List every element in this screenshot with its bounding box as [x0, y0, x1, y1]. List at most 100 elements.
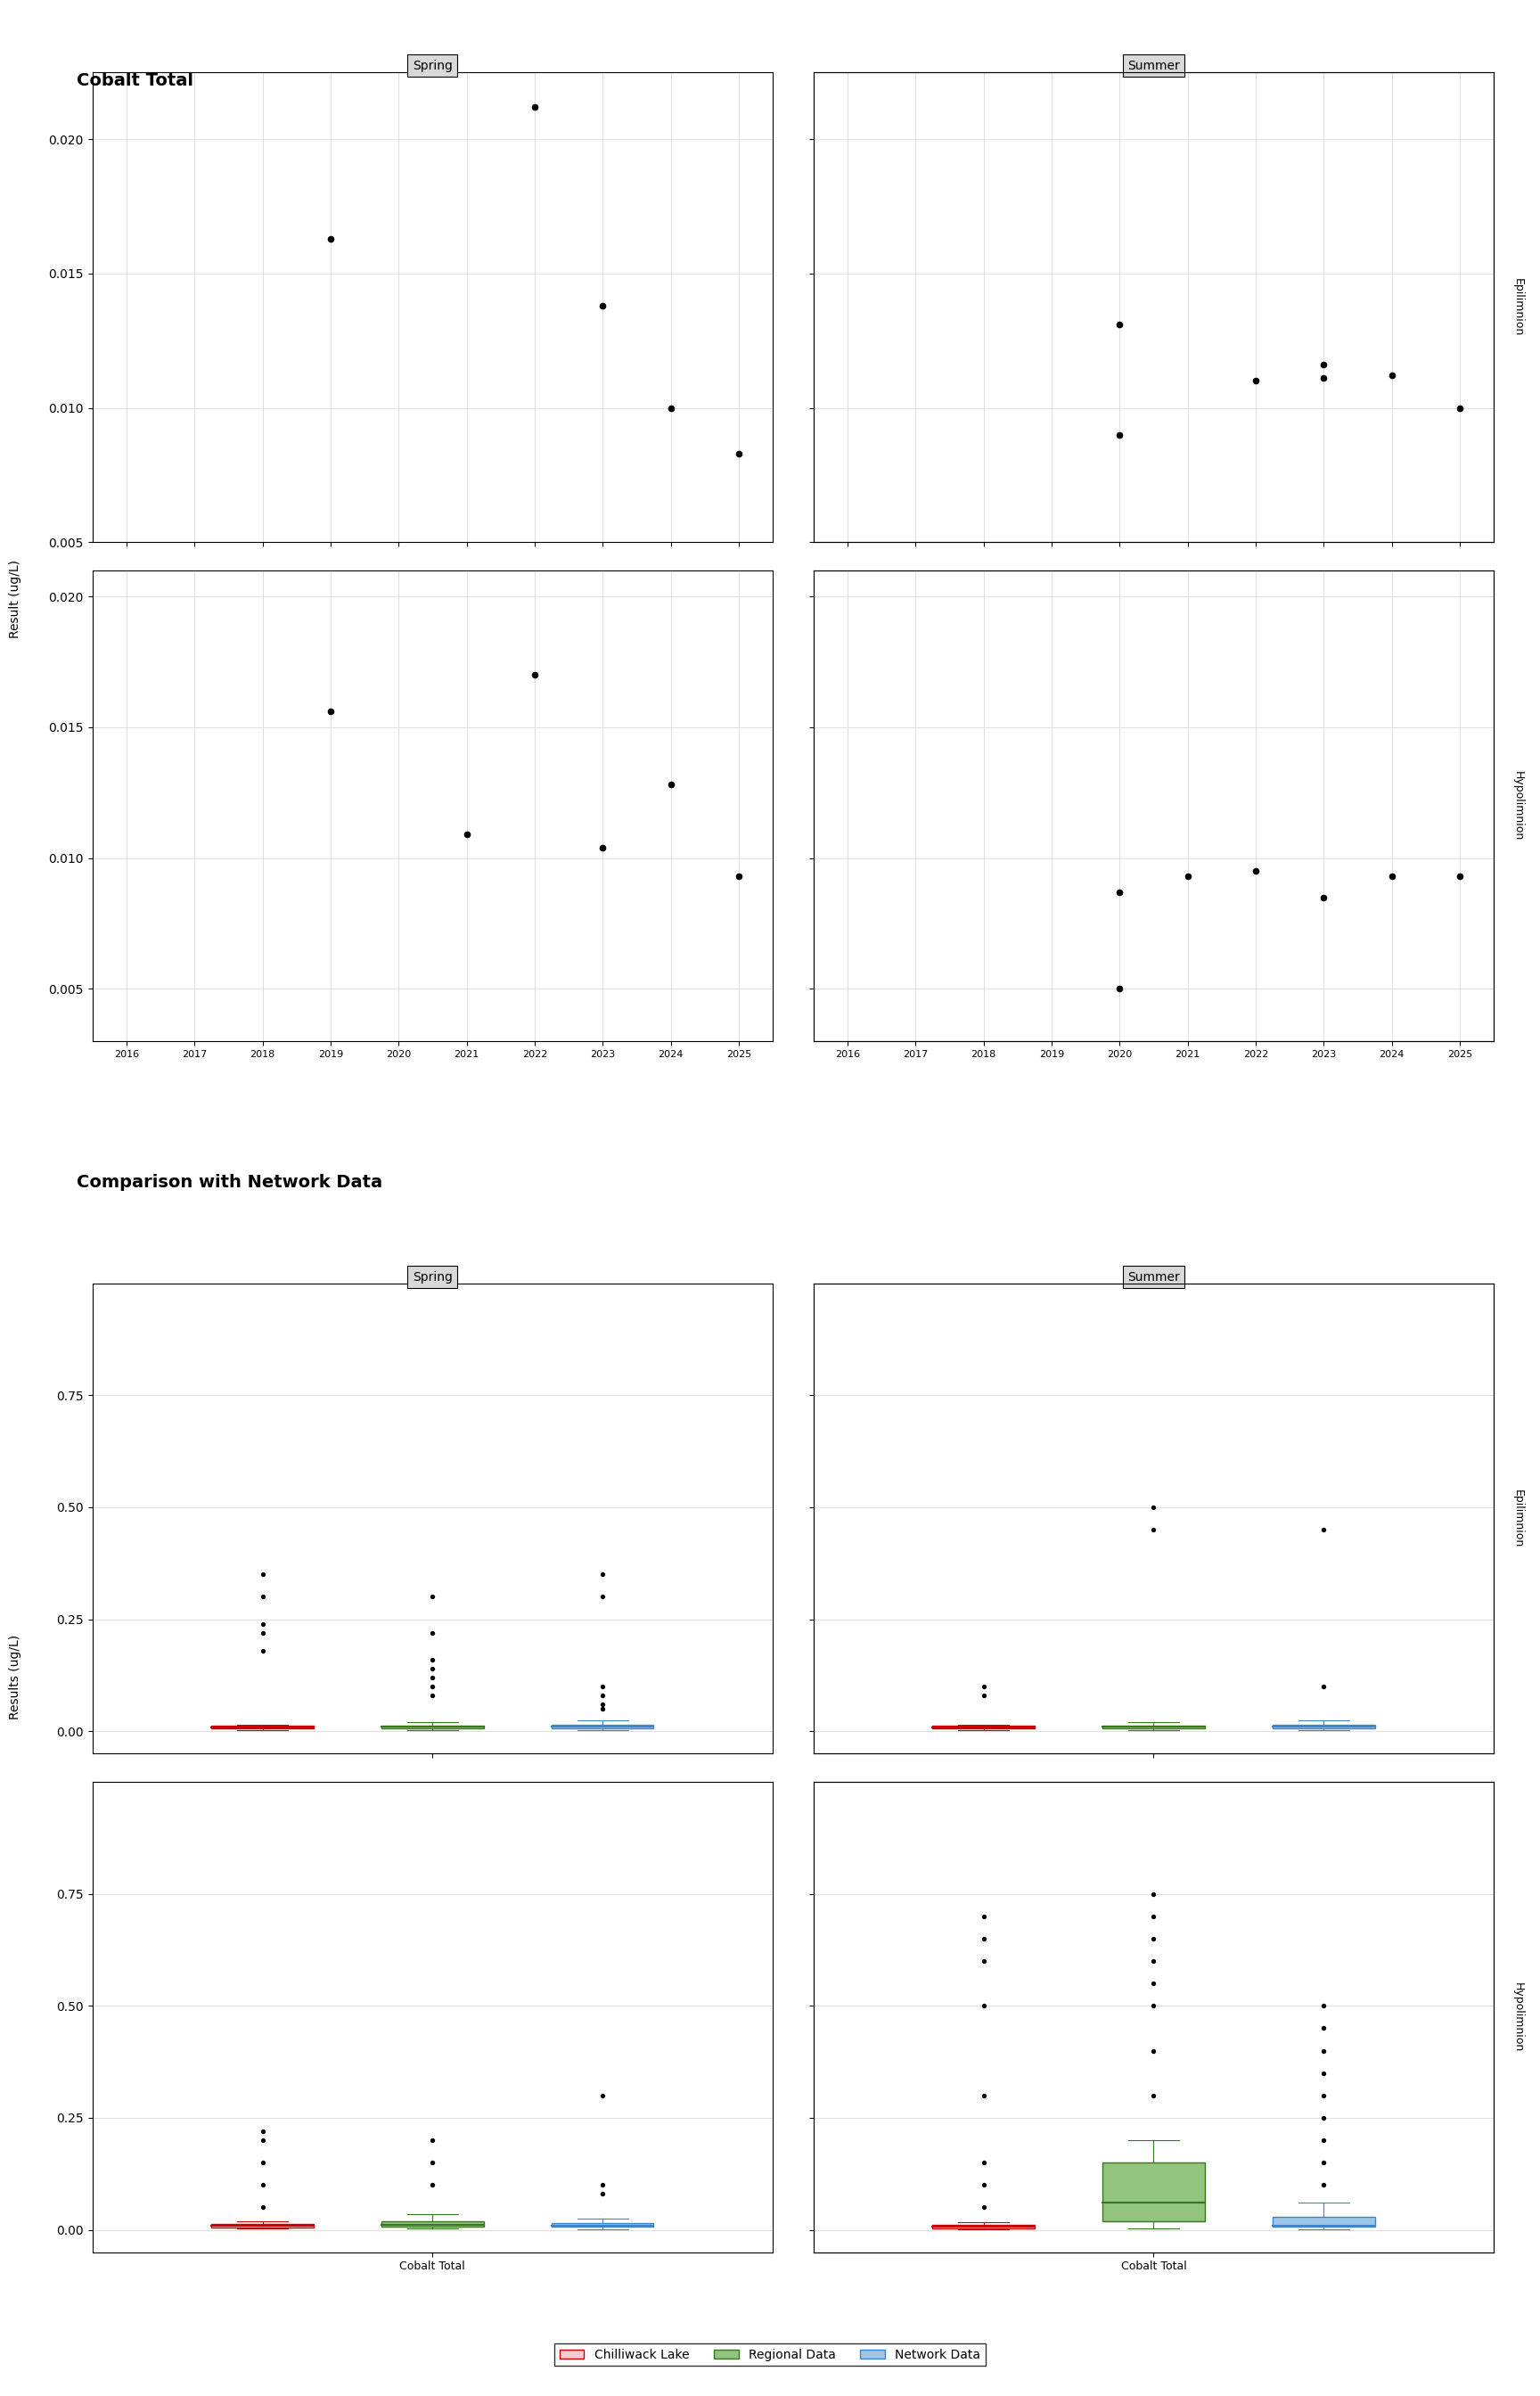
Point	[1448, 858, 1472, 896]
Text: Results (ug/L): Results (ug/L)	[9, 1634, 22, 1720]
Point	[1312, 2053, 1337, 2092]
Point	[319, 220, 343, 259]
Point	[522, 657, 547, 695]
Point	[590, 1677, 614, 1716]
Text: Cobalt Total: Cobalt Total	[77, 72, 194, 89]
Point	[454, 815, 479, 853]
Y-axis label: Epilimnion: Epilimnion	[1512, 1490, 1525, 1548]
Point	[420, 2120, 445, 2159]
Point	[1107, 970, 1132, 1009]
Point	[972, 1898, 996, 1936]
Point	[1141, 2077, 1166, 2116]
FancyBboxPatch shape	[382, 1725, 484, 1728]
Point	[1312, 345, 1337, 383]
Point	[1243, 853, 1267, 891]
Point	[249, 2113, 274, 2152]
Point	[1141, 1986, 1166, 2025]
Point	[972, 1919, 996, 1958]
Point	[249, 2166, 274, 2204]
Point	[590, 1684, 614, 1723]
Y-axis label: Hypolimnion: Hypolimnion	[1512, 1981, 1525, 2051]
Point	[972, 1677, 996, 1716]
Point	[522, 89, 547, 127]
Legend: Chilliwack Lake, Regional Data, Network Data: Chilliwack Lake, Regional Data, Network …	[554, 2343, 986, 2365]
Point	[1312, 1668, 1337, 1706]
Point	[1141, 1509, 1166, 1548]
Title: Spring: Spring	[413, 60, 453, 72]
FancyBboxPatch shape	[1272, 1725, 1375, 1728]
Point	[1312, 877, 1337, 915]
Point	[1380, 858, 1404, 896]
Point	[972, 1941, 996, 1979]
Point	[1107, 872, 1132, 910]
Point	[1312, 1986, 1337, 2025]
Point	[420, 1677, 445, 1716]
Point	[1448, 388, 1472, 426]
Point	[590, 1668, 614, 1706]
Point	[590, 1689, 614, 1728]
Point	[249, 1632, 274, 1670]
Point	[590, 2077, 614, 2116]
Point	[1141, 1488, 1166, 1526]
FancyBboxPatch shape	[551, 2223, 653, 2226]
Point	[1312, 359, 1337, 398]
Point	[1141, 1965, 1166, 2003]
Title: Spring: Spring	[413, 1270, 453, 1284]
Point	[658, 767, 682, 805]
Point	[972, 1668, 996, 1706]
Point	[1141, 1898, 1166, 1936]
Point	[1175, 858, 1200, 896]
FancyBboxPatch shape	[1103, 1725, 1204, 1728]
Point	[972, 2077, 996, 2116]
Point	[420, 1658, 445, 1696]
Y-axis label: Hypolimnion: Hypolimnion	[1512, 772, 1525, 841]
Text: Comparison with Network Data: Comparison with Network Data	[77, 1174, 383, 1191]
Point	[972, 1986, 996, 2025]
Point	[1312, 2144, 1337, 2183]
FancyBboxPatch shape	[933, 1725, 1035, 1728]
Point	[420, 2166, 445, 2204]
Point	[420, 1577, 445, 1615]
Point	[658, 388, 682, 426]
Point	[1312, 2099, 1337, 2137]
Point	[590, 1577, 614, 1615]
Point	[590, 1555, 614, 1593]
Point	[727, 858, 752, 896]
Text: Result (ug/L): Result (ug/L)	[9, 561, 22, 637]
Point	[1107, 415, 1132, 453]
Point	[1312, 2032, 1337, 2070]
Point	[1312, 2120, 1337, 2159]
Point	[1107, 304, 1132, 343]
FancyBboxPatch shape	[211, 2223, 314, 2228]
Point	[420, 1668, 445, 1706]
Point	[1141, 1919, 1166, 1958]
Point	[249, 2188, 274, 2226]
Point	[249, 1613, 274, 1651]
FancyBboxPatch shape	[211, 1725, 314, 1728]
Title: Summer: Summer	[1127, 1270, 1180, 1284]
Point	[249, 1555, 274, 1593]
Point	[590, 2166, 614, 2204]
Point	[1312, 1509, 1337, 1548]
Point	[972, 2166, 996, 2204]
Point	[1243, 362, 1267, 400]
Point	[1312, 2010, 1337, 2049]
Point	[1141, 1941, 1166, 1979]
Title: Summer: Summer	[1127, 60, 1180, 72]
Point	[1141, 1874, 1166, 1912]
Point	[420, 1641, 445, 1680]
Point	[590, 288, 614, 326]
Point	[249, 2120, 274, 2159]
FancyBboxPatch shape	[1103, 2164, 1204, 2221]
FancyBboxPatch shape	[1272, 2216, 1375, 2226]
Point	[1380, 357, 1404, 395]
Point	[249, 2144, 274, 2183]
Point	[249, 1577, 274, 1615]
Point	[420, 2144, 445, 2183]
Point	[590, 829, 614, 867]
Point	[420, 1648, 445, 1687]
Point	[249, 1605, 274, 1644]
Point	[319, 692, 343, 731]
Point	[1312, 2166, 1337, 2204]
Point	[727, 434, 752, 472]
